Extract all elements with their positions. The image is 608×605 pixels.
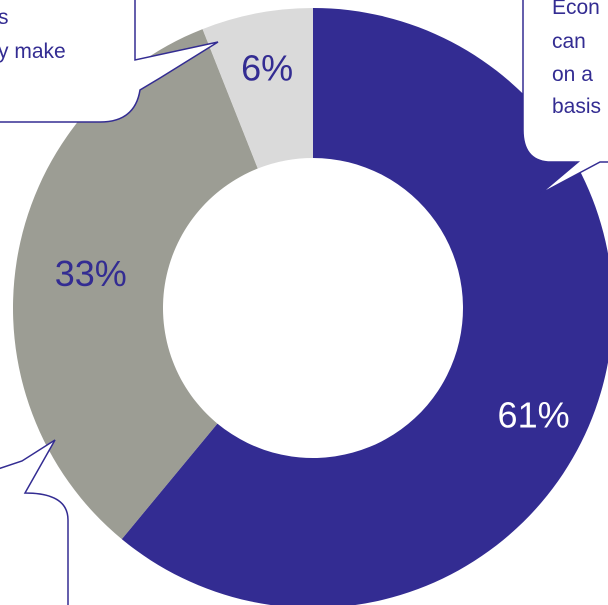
callout-top-right-shape <box>522 0 608 195</box>
callout-top-right-line-3: on a <box>552 63 593 86</box>
callout-top-right: Econ can on a basis <box>522 0 608 195</box>
callout-top-left-line-1: s <box>0 6 9 29</box>
callout-top-left: s y make <box>0 0 219 123</box>
slice-label-1: 33% <box>55 253 127 294</box>
slices-group <box>12 8 608 605</box>
callout-top-left-shape <box>0 0 219 123</box>
donut-slice-0 <box>121 8 608 605</box>
callout-top-left-line-2: y make <box>0 40 66 63</box>
donut-slice-1 <box>12 29 258 540</box>
callout-top-right-line-4: basis <box>552 95 601 118</box>
callout-bottom-left-shape <box>0 439 69 605</box>
slice-label-2: 6% <box>241 47 293 88</box>
slice-label-0: 61% <box>498 395 570 436</box>
callout-top-right-line-1: Econ <box>552 0 600 19</box>
percent-labels-group: 61% 33% 6% <box>55 47 570 435</box>
donut-slice-2 <box>202 8 313 169</box>
callout-top-right-line-2: can <box>552 30 586 53</box>
callout-bottom-left <box>0 439 69 605</box>
